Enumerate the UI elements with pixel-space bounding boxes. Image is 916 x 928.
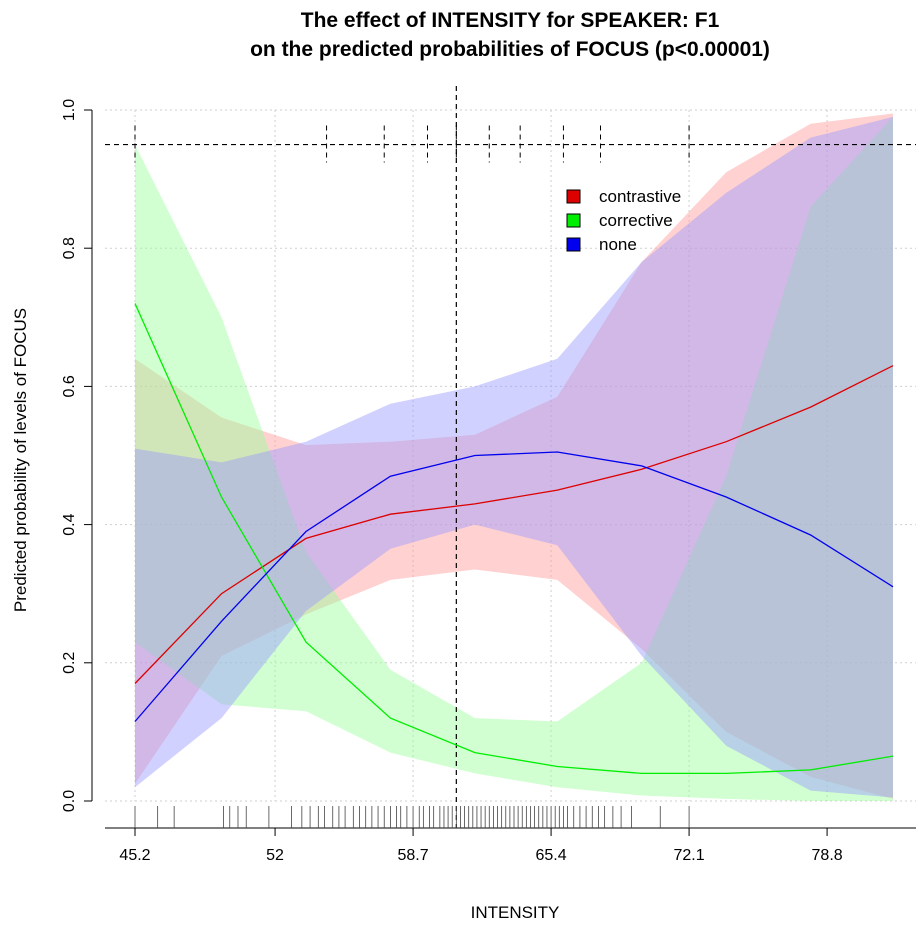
axes: 0.0 0.2 0.4 0.6 0.8 1.0 45.2 52 58.7 65.4 72.1 78.8 [61,99,916,864]
chart-title-line2: on the predicted probabilities of FOCUS … [250,38,770,61]
line-none [134,451,894,722]
band-none [135,116,893,798]
y-axis-label: Predicted probability of levels of FOCUS [11,308,30,612]
line-contrastive [134,365,894,684]
x-tick-label: 58.7 [398,847,429,864]
y-tick-label: 1.0 [61,99,78,121]
y-tick-label: 0.0 [61,790,78,812]
x-tick-label: 78.8 [812,847,843,864]
legend-swatch-contrastive [566,189,581,204]
x-tick-label: 52 [266,847,284,864]
chart-title-line1: The effect of INTENSITY for SPEAKER: F1 [301,9,720,32]
legend-swatch-none [566,237,581,252]
y-tick-label: 0.2 [61,652,78,674]
confidence-bands [135,113,893,801]
legend-label-corrective: corrective [599,211,673,230]
y-tick-label: 0.4 [61,513,78,535]
x-tick-label: 65.4 [536,847,567,864]
rug [134,806,690,828]
reference-lines [105,86,916,828]
x-tick-label: 45.2 [119,847,150,864]
legend-label-contrastive: contrastive [599,187,681,206]
line-corrective [134,303,894,775]
legend: contrastive corrective none [566,187,681,254]
legend-label-none: none [599,235,637,254]
band-corrective [135,116,893,801]
x-axis-label: INTENSITY [471,903,560,922]
y-tick-label: 0.8 [61,237,78,259]
legend-swatch-corrective [566,213,581,228]
band-contrastive [135,113,893,799]
series-lines [134,303,894,775]
x-tick-label: 72.1 [674,847,705,864]
grid [105,109,916,802]
y-tick-label: 0.6 [61,375,78,397]
